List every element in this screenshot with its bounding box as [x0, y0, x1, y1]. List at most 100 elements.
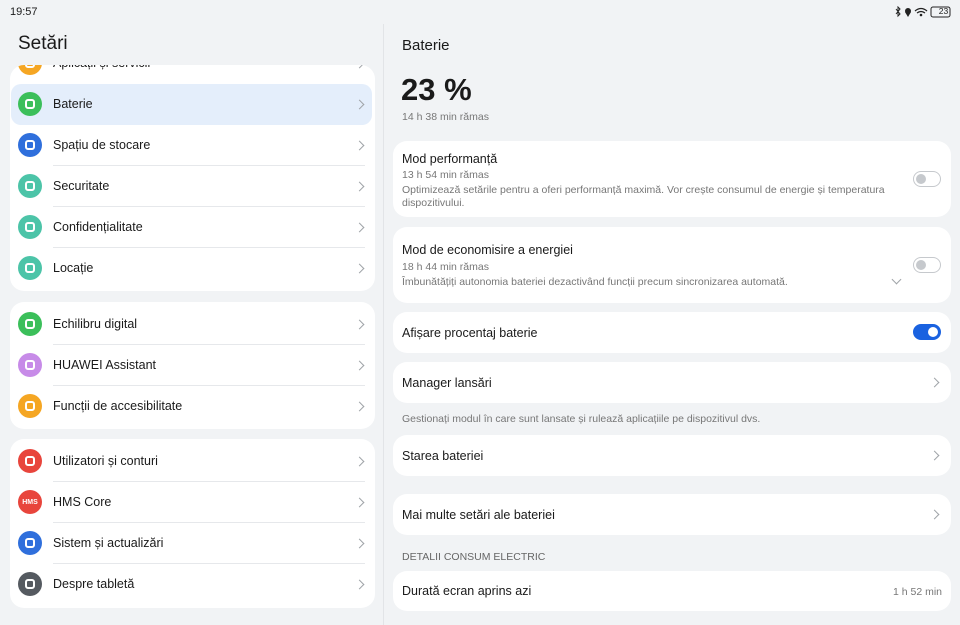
title: Mod de economisire a energiei	[402, 243, 573, 257]
launch-note: Gestionați modul în care sunt lansate și…	[402, 413, 761, 425]
item-label: HUAWEI Assistant	[53, 358, 157, 372]
settings-group: Echilibru digital HUAWEI Assistant Funcții…	[10, 302, 375, 429]
chevron	[929, 377, 940, 388]
subtitle: 18 h 44 min rămas	[402, 261, 489, 273]
separator	[53, 206, 365, 207]
chevron	[929, 450, 940, 461]
settings-item[interactable]: Spațiu de stocare	[10, 125, 375, 166]
launch-manager-card[interactable]: Manager lansări	[393, 362, 951, 403]
item-icon	[18, 215, 42, 239]
selection-highlight	[11, 84, 372, 125]
settings-item[interactable]: HMS HMS Core	[10, 482, 375, 523]
item-label: Securitate	[53, 179, 110, 193]
chevron	[354, 401, 365, 412]
battery-health-card[interactable]: Starea bateriei	[393, 435, 951, 476]
item-label: Baterie	[53, 97, 93, 111]
item-label: Aplicații și servicii	[53, 65, 150, 70]
item-icon	[18, 449, 42, 473]
chevron	[354, 456, 365, 467]
status-icons	[895, 6, 951, 18]
item-label: Echilibru digital	[53, 317, 138, 331]
item-icon	[18, 394, 42, 418]
toggle[interactable]	[913, 324, 941, 340]
sidebar-title: Setări	[18, 33, 68, 54]
chevron	[929, 509, 940, 520]
description: Optimizează setările pentru a oferi perf…	[402, 184, 885, 209]
icon-glyph	[25, 538, 35, 548]
settings-group: Utilizatori și conturi HMS HMS Core Sistem …	[10, 439, 375, 608]
title: Manager lansări	[402, 376, 492, 390]
separator	[53, 481, 365, 482]
item-icon	[18, 531, 42, 555]
settings-item[interactable]: Baterie	[10, 84, 375, 125]
chevron	[354, 319, 365, 330]
item-icon	[18, 572, 42, 596]
chevron	[354, 538, 365, 549]
icon-glyph	[25, 140, 35, 150]
item-icon: HMS	[18, 490, 42, 514]
settings-item[interactable]: Utilizatori și conturi	[10, 441, 375, 482]
title: Starea bateriei	[402, 449, 484, 463]
subtitle: 13 h 54 min rămas	[402, 169, 489, 181]
battery-percent: 23 %	[401, 72, 472, 107]
chevron	[354, 222, 365, 233]
chevron	[354, 65, 365, 69]
status-time: 19:57	[10, 6, 38, 18]
toggle[interactable]	[913, 171, 941, 187]
icon-glyph	[25, 65, 35, 68]
divider	[383, 24, 384, 625]
more-settings-card[interactable]: Mai multe setări ale bateriei	[393, 494, 951, 535]
item-icon	[18, 65, 42, 75]
settings-item[interactable]: Locație	[10, 248, 375, 289]
chevron	[354, 181, 365, 192]
separator	[53, 247, 365, 248]
item-label: Funcții de accesibilitate	[53, 399, 183, 413]
title: Mod performanță	[402, 152, 498, 166]
settings-item[interactable]: Despre tabletă	[10, 564, 375, 605]
item-icon	[18, 174, 42, 198]
chevron	[354, 497, 365, 508]
icon-glyph	[25, 401, 35, 411]
settings-item[interactable]: Echilibru digital	[10, 304, 375, 345]
settings-item[interactable]: Funcții de accesibilitate	[10, 386, 375, 427]
separator	[53, 165, 365, 166]
separator	[53, 563, 365, 564]
item-icon	[18, 133, 42, 157]
icon-glyph	[25, 99, 35, 109]
item-label: Despre tabletă	[53, 577, 135, 591]
item-label: Utilizatori și conturi	[53, 454, 158, 468]
settings-item[interactable]: HUAWEI Assistant	[10, 345, 375, 386]
percentage-card[interactable]: Afișare procentaj baterie	[393, 312, 951, 353]
icon-glyph	[25, 181, 35, 191]
settings-item[interactable]: Confidențialitate	[10, 207, 375, 248]
performance-card[interactable]: Mod performanță 13 h 54 min rămas Optimi…	[393, 141, 951, 217]
battery-level: 23	[938, 6, 949, 16]
chevron	[354, 360, 365, 371]
icon-glyph	[25, 319, 35, 329]
chevron	[354, 140, 365, 151]
settings-item[interactable]: Securitate	[10, 166, 375, 207]
item-icon	[18, 256, 42, 280]
settings-item[interactable]: Sistem și actualizări	[10, 523, 375, 564]
item-label: Confidențialitate	[53, 220, 143, 234]
toggle[interactable]	[913, 257, 941, 273]
section-header: DETALII CONSUM ELECTRIC	[402, 551, 546, 563]
title: Mai multe setări ale bateriei	[402, 508, 555, 522]
settings-item[interactable]: Aplicații și servicii	[10, 65, 375, 84]
item-label: Locație	[53, 261, 94, 275]
title: Durată ecran aprins azi	[402, 584, 532, 598]
separator	[53, 385, 365, 386]
item-icon	[18, 353, 42, 377]
icon-glyph	[25, 456, 35, 466]
screen-on-card[interactable]: Durată ecran aprins azi 1 h 52 min	[393, 571, 951, 611]
detail-title: Baterie	[402, 37, 450, 54]
settings-group: Aplicații și servicii Baterie Spațiu de st…	[10, 65, 375, 291]
item-label: HMS Core	[53, 495, 112, 509]
power-saving-card[interactable]: Mod de economisire a energiei 18 h 44 mi…	[393, 227, 951, 303]
icon-glyph	[25, 579, 35, 589]
title: Afișare procentaj baterie	[402, 326, 538, 340]
description: Îmbunătățiți autonomia bateriei dezactiv…	[402, 276, 788, 288]
expand[interactable]	[891, 274, 902, 285]
remaining-time: 14 h 38 min rămas	[402, 111, 489, 123]
